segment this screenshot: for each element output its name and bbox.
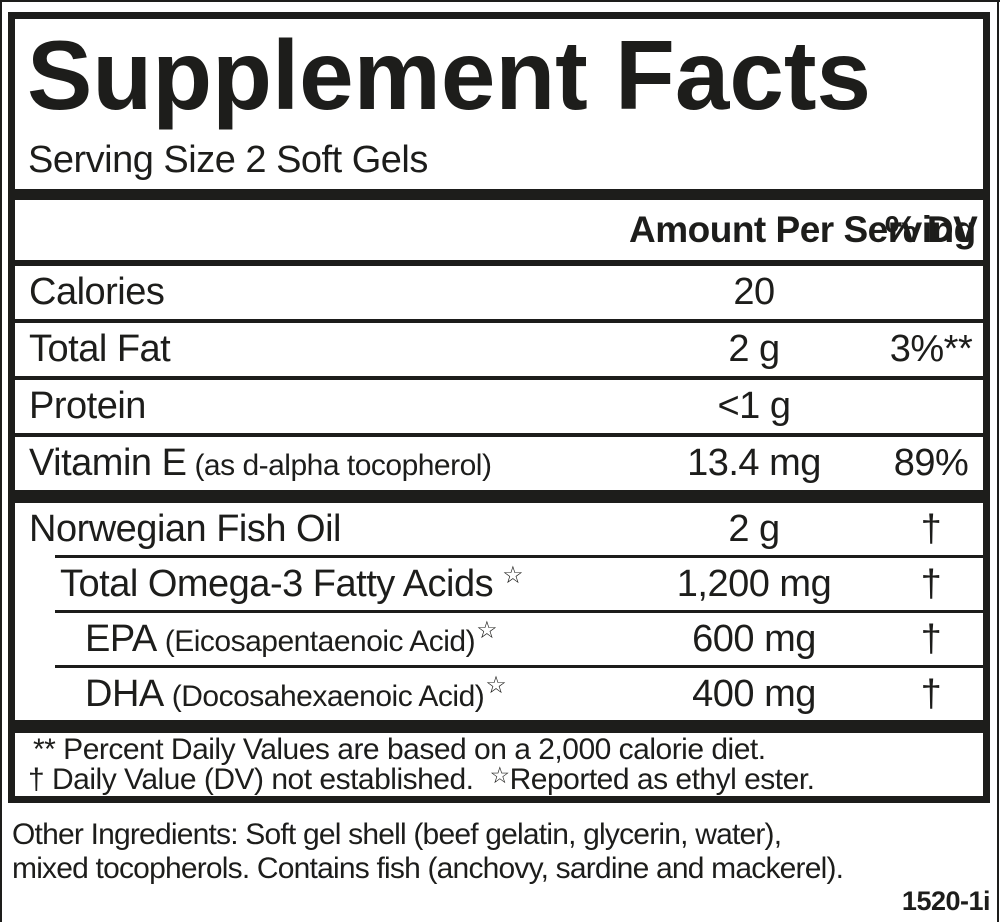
nutrient-dv: 89% [893,442,969,484]
nutrient-name: EPA [85,617,157,660]
indented-row-divider [55,610,983,613]
thick-separator-top [15,189,983,200]
nutrient-amount: 2 g [728,328,780,370]
amount-per-serving-header: Amount Per Serving [629,209,976,250]
footnote-dagger-text: † Daily Value (DV) not established. [28,763,474,796]
nutrient-amount: 1,200 mg [676,562,832,605]
indented-row-divider [55,555,983,558]
nutrient-dv: † [920,562,942,605]
other-ingredients: Other Ingredients: Soft gel shell (beef … [12,818,844,886]
footnote-dv-not-established: † Daily Value (DV) not established. ☆Repo… [15,762,983,796]
thick-separator-middle [15,490,983,503]
nutrient-subname: (Eicosapentaenoic Acid) [164,624,476,658]
star-symbol: ☆ [489,762,511,788]
nutrient-subname: (as d-alpha tocopherol) [194,449,492,482]
header-divider [15,260,983,266]
star-symbol: ☆ [502,561,524,589]
nutrient-row-total-fat: Total Fat 2 g 3%** [15,323,983,376]
nutrient-name: Total Omega-3 Fatty Acids [60,562,494,605]
nutrient-subname: (Docosahexaenoic Acid) [171,679,485,713]
nutrient-row-calories: Calories 20 [15,266,983,319]
other-ingredients-line-1: Other Ingredients: Soft gel shell (beef … [12,818,782,851]
thick-separator-bottom [15,720,983,733]
nutrient-amount: <1 g [717,385,791,427]
footnote-ethyl-ester-text: Reported as ethyl ester. [509,763,815,796]
nutrient-name: Vitamin E [29,442,187,484]
nutrient-row-total-omega-3: Total Omega-3 Fatty Acids ☆ 1,200 mg † [15,558,983,610]
footnote-daily-values: ** Percent Daily Values are based on a 2… [33,733,766,766]
nutrient-dv: † [920,507,942,550]
nutrient-row-epa: EPA (Eicosapentaenoic Acid)☆ 600 mg † [15,613,983,665]
facts-box: Supplement Facts Serving Size 2 Soft Gel… [8,12,990,803]
column-header-row: Amount Per Serving % DV [15,200,983,260]
nutrient-amount: 600 mg [692,617,816,660]
top-trim-line [0,0,1000,2]
nutrient-name: Norwegian Fish Oil [29,507,342,550]
row-divider [15,319,983,323]
nutrient-name: Total Fat [29,328,171,370]
nutrient-row-protein: Protein <1 g [15,380,983,433]
right-trim-line [997,0,999,922]
nutrient-dv: † [920,672,942,715]
nutrient-amount: 2 g [728,507,780,550]
row-divider [15,376,983,380]
nutrient-row-norwegian-fish-oil: Norwegian Fish Oil 2 g † [15,503,983,555]
nutrient-dv: † [920,617,942,660]
nutrient-name: DHA [85,672,164,715]
nutrient-dv: 3%** [889,328,973,370]
page-title: Supplement Facts [27,20,872,130]
percent-dv-header: % DV [884,209,978,250]
footnotes: ** Percent Daily Values are based on a 2… [15,733,983,796]
nutrient-name: Calories [29,271,165,313]
nutrient-amount: 400 mg [692,672,816,715]
nutrient-row-vitamin-e: Vitamin E (as d-alpha tocopherol) 13.4 mg… [15,437,983,490]
star-symbol: ☆ [485,671,507,699]
serving-size: Serving Size 2 Soft Gels [28,139,428,181]
other-ingredients-line-2: mixed tocopherols. Contains fish (anchov… [12,852,844,885]
nutrient-amount: 20 [733,271,775,313]
star-symbol: ☆ [476,616,498,644]
indented-row-divider [55,665,983,668]
row-divider [15,433,983,437]
nutrient-amount: 13.4 mg [687,442,821,484]
left-trim-line [0,0,2,922]
item-code: 1520-1i [901,886,991,916]
nutrient-row-dha: DHA (Docosahexaenoic Acid)☆ 400 mg † [15,668,983,720]
nutrient-name: Protein [29,385,146,427]
